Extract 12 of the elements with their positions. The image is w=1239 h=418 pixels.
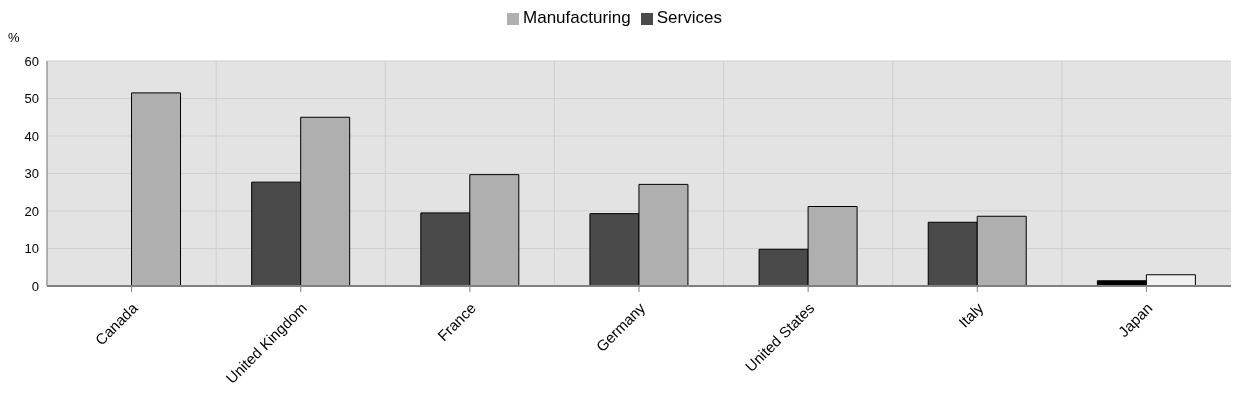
y-axis-title: % bbox=[8, 30, 20, 45]
bar bbox=[131, 92, 182, 286]
x-tick-label: Italy bbox=[955, 298, 987, 331]
y-tick-label: 20 bbox=[24, 203, 39, 219]
y-tick-label: 10 bbox=[24, 241, 39, 257]
legend-label: Manufacturing bbox=[523, 8, 631, 27]
legend-label: Services bbox=[656, 8, 722, 27]
y-tick-label: 60 bbox=[24, 53, 39, 69]
y-tick-label: 0 bbox=[31, 278, 39, 294]
y-tick-label: 40 bbox=[24, 128, 39, 144]
y-tick-label: 50 bbox=[24, 91, 39, 107]
y-tick-label: 30 bbox=[24, 166, 39, 182]
